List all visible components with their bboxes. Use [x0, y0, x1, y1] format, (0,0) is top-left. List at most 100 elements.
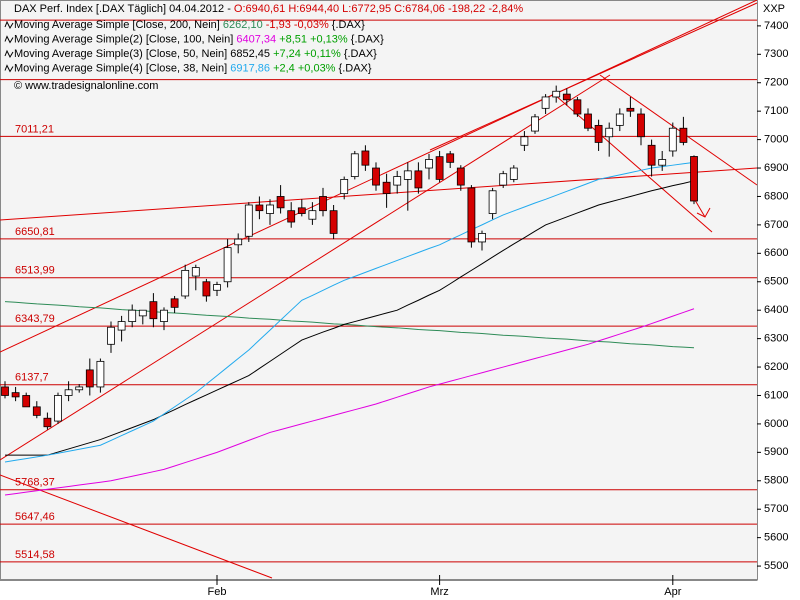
candle-body — [138, 309, 147, 317]
candle-body — [160, 309, 168, 322]
legend-change: +2,4 +0,03% — [273, 62, 336, 74]
legend-entry: Moving Average Simple(4) [Close, 38, Nei… — [14, 62, 372, 74]
candle-body — [319, 196, 327, 212]
moving-average-line — [4, 301, 695, 349]
candle-body — [435, 156, 444, 180]
candle-body — [191, 267, 200, 277]
candle-body — [117, 321, 126, 331]
candle-body — [128, 309, 137, 322]
level-label: 5768,37 — [15, 477, 55, 489]
y-tick-label: 6200 — [764, 361, 788, 373]
candle-body — [22, 395, 31, 408]
axis-unit: XXP — [763, 3, 785, 15]
moving-averages — [4, 161, 695, 496]
moving-average-line — [5, 180, 695, 456]
y-tick-label: 5500 — [764, 560, 788, 572]
candle-body — [361, 150, 370, 166]
legend-symbol: {.DAX} — [351, 33, 384, 45]
legend-change: -1,93 -0,03% — [266, 19, 329, 31]
candle-body — [308, 210, 317, 220]
candle-body — [382, 181, 391, 195]
candle-body — [467, 187, 476, 243]
y-tick-label: 7200 — [764, 77, 788, 89]
copyright: © www.tradesignalonline.com — [14, 80, 158, 92]
level-label: 7011,21 — [15, 123, 54, 135]
candle-body — [329, 210, 338, 234]
candle-body — [584, 113, 592, 129]
legend-icon — [4, 49, 14, 59]
candle-body — [96, 360, 105, 388]
candle-body — [446, 153, 455, 163]
arrow-head — [696, 207, 711, 218]
legend-symbol: {.DAX} — [339, 62, 372, 74]
candle-body — [149, 301, 158, 320]
axis-bg — [758, 0, 800, 600]
candle-body — [1, 386, 9, 396]
legend-value: 6917,86 — [230, 62, 270, 74]
candle-body — [658, 159, 667, 166]
y-tick-label: 5800 — [764, 475, 788, 487]
y-tick-label: 6700 — [764, 219, 788, 231]
y-tick-label: 6300 — [764, 333, 788, 345]
level-label: 6343,79 — [15, 313, 55, 325]
candles — [1, 85, 698, 430]
candle-body — [340, 179, 349, 195]
moving-average-line — [4, 308, 695, 496]
candle-body — [372, 167, 380, 186]
candle-body — [562, 93, 571, 101]
level-label: 6137,7 — [15, 372, 49, 384]
legend-value: 6852,45 — [230, 48, 270, 60]
y-tick-label: 7000 — [764, 134, 788, 146]
legend-symbol: {.DAX} — [332, 19, 365, 31]
candle-body — [509, 167, 518, 180]
candle-body — [668, 127, 677, 152]
candle-body — [223, 247, 232, 283]
y-tick-label: 7100 — [764, 105, 788, 117]
candle-body — [679, 127, 688, 143]
candle-body — [11, 392, 20, 398]
y-tick-label: 6000 — [764, 418, 788, 430]
candle-body — [266, 204, 274, 214]
legend-name: Moving Average Simple(2) [Close, 100, Ne… — [14, 33, 233, 45]
candle-body — [202, 281, 211, 297]
candle-body — [64, 389, 73, 396]
candle-body — [255, 204, 264, 212]
candle-body — [107, 326, 115, 345]
candle-body — [287, 210, 296, 223]
legend-name: Moving Average Simple(3) [Close, 50, Nei… — [14, 48, 227, 60]
legend-name: Moving Average Simple [Close, 200, Nein] — [14, 19, 220, 31]
y-tick-label: 6400 — [764, 304, 788, 316]
y-tick-label: 6900 — [764, 162, 788, 174]
candle-body — [181, 269, 190, 297]
y-tick-label: 7400 — [764, 20, 788, 32]
candle-body — [414, 170, 423, 189]
y-tick-label: 5700 — [764, 503, 788, 515]
candle-body — [594, 124, 603, 143]
candle-body — [605, 127, 614, 138]
level-label: 5647,46 — [15, 511, 55, 523]
moving-average-line — [4, 161, 695, 463]
legend-entry: Moving Average Simple [Close, 200, Nein]… — [14, 19, 365, 31]
candle-body — [32, 406, 41, 416]
legend-icon — [4, 64, 14, 73]
legend: DAX Perf. Index [.DAX Täglich] 04.04.201… — [4, 3, 523, 92]
candle-body — [520, 136, 529, 146]
candle-body — [85, 369, 94, 388]
candle-body — [626, 107, 635, 112]
candle-body — [456, 167, 465, 186]
legend-name: Moving Average Simple(4) [Close, 38, Nei… — [14, 62, 227, 74]
axis-bg — [0, 581, 758, 600]
y-tick-label: 6800 — [764, 190, 788, 202]
legend-entry: Moving Average Simple(3) [Close, 50, Nei… — [14, 48, 377, 60]
candle-body — [54, 395, 62, 422]
candle-body — [393, 176, 402, 186]
candle-body — [573, 99, 582, 115]
x-tick-label: Feb — [208, 586, 227, 598]
legend-change: +8,51 +0,13% — [279, 33, 348, 45]
y-tick-label: 7300 — [764, 48, 788, 60]
candle-body — [690, 156, 698, 202]
legend-value: 6262,10 — [223, 19, 263, 31]
header-ohlc: O:6940,61 H:6944,40 L:6772,95 C:6784,06 … — [234, 3, 523, 15]
